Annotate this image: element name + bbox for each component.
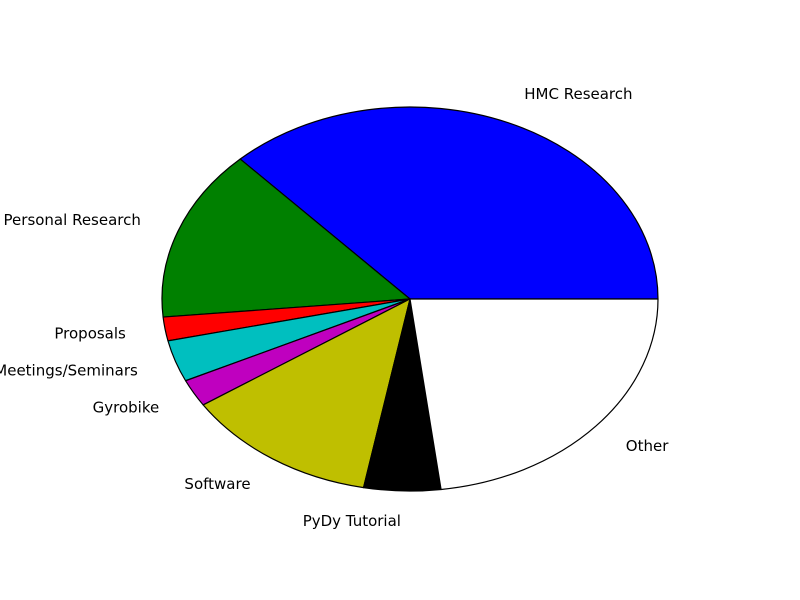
pie-slice-personal-research xyxy=(161,158,411,318)
pie-label-pydy-tutorial: PyDy Tutorial xyxy=(303,512,401,530)
pie-label-gyrobike: Gyrobike xyxy=(93,399,160,417)
pie-label-hmc-research: HMC Research xyxy=(524,85,632,103)
pie-slice-hmc-research xyxy=(239,106,659,300)
pie-label-software: Software xyxy=(184,475,250,493)
pie-label-meetings-seminars: Meetings/Seminars xyxy=(0,362,138,380)
pie-slice-other xyxy=(409,298,659,491)
pie-slices xyxy=(161,106,659,492)
pie-slice-software xyxy=(202,298,411,489)
pie-label-other: Other xyxy=(626,437,669,455)
pie-labels: HMC Research Personal Research Proposals Me… xyxy=(0,85,669,530)
pie-label-proposals: Proposals xyxy=(54,324,126,342)
pie-label-personal-research: Personal Research xyxy=(4,211,141,229)
